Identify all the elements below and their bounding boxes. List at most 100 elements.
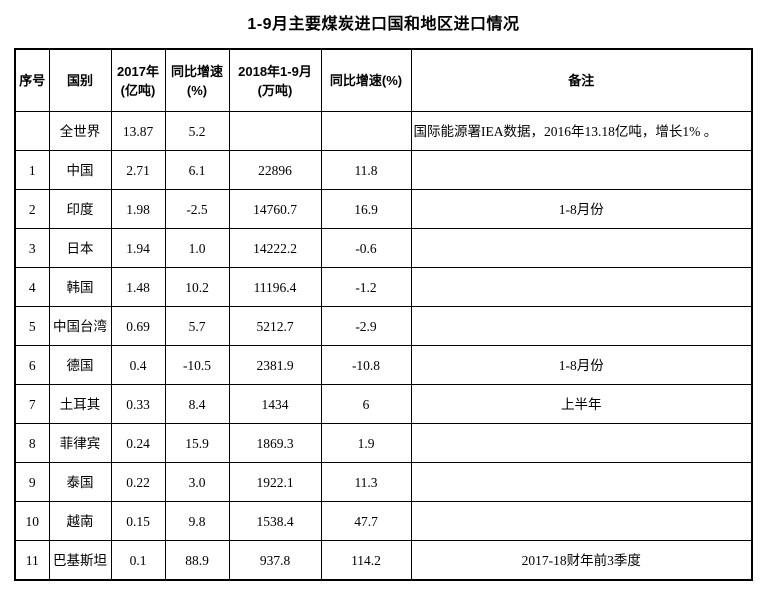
table-row-korea: 4 韩国 1.48 10.2 11196.4 -1.2	[14, 267, 753, 307]
table-row-turkey: 7 土耳其 0.33 8.4 1434 6 上半年	[14, 384, 753, 424]
cell-2017-volume: 0.24	[110, 423, 166, 463]
cell-2017-volume: 2.71	[110, 150, 166, 190]
cell-2017-volume: 0.1	[110, 540, 166, 581]
table-row-vietnam: 10 越南 0.15 9.8 1538.4 47.7	[14, 501, 753, 541]
cell-2018-volume	[228, 111, 322, 151]
cell-seq: 11	[14, 540, 50, 581]
cell-2017-volume: 0.15	[110, 501, 166, 541]
cell-2018-volume: 937.8	[228, 540, 322, 581]
cell-country: 德国	[48, 345, 112, 385]
column-header-2018-volume: 2018年1-9月 (万吨)	[228, 48, 322, 112]
cell-2018-growth	[320, 111, 412, 151]
cell-2017-growth: 88.9	[164, 540, 230, 581]
cell-2017-growth: 5.7	[164, 306, 230, 346]
cell-2017-growth: 6.1	[164, 150, 230, 190]
cell-2017-volume: 0.33	[110, 384, 166, 424]
table-row-japan: 3 日本 1.94 1.0 14222.2 -0.6	[14, 228, 753, 268]
table-row-thailand: 9 泰国 0.22 3.0 1922.1 11.3	[14, 462, 753, 502]
cell-2018-growth: 11.8	[320, 150, 412, 190]
cell-remark: 上半年	[410, 384, 753, 424]
cell-remark: 2017-18财年前3季度	[410, 540, 753, 581]
table-row-germany: 6 德国 0.4 -10.5 2381.9 -10.8 1-8月份	[14, 345, 753, 385]
cell-2017-growth: 1.0	[164, 228, 230, 268]
cell-remark: 1-8月份	[410, 189, 753, 229]
cell-2017-growth: 9.8	[164, 501, 230, 541]
cell-2017-growth: 15.9	[164, 423, 230, 463]
table-row-pakistan: 11 巴基斯坦 0.1 88.9 937.8 114.2 2017-18财年前3…	[14, 540, 753, 581]
cell-2017-volume: 0.4	[110, 345, 166, 385]
cell-country: 泰国	[48, 462, 112, 502]
cell-remark	[410, 306, 753, 346]
cell-seq: 3	[14, 228, 50, 268]
cell-2017-growth: 5.2	[164, 111, 230, 151]
cell-2017-volume: 0.69	[110, 306, 166, 346]
cell-2017-volume: 1.98	[110, 189, 166, 229]
header-row: 序号 国别 2017年 (亿吨) 同比增速 (%) 2018年1-9月 (万吨)…	[14, 48, 753, 112]
cell-2018-growth: 11.3	[320, 462, 412, 502]
cell-2017-growth: 3.0	[164, 462, 230, 502]
table-row-world: 全世界 13.87 5.2 国际能源署IEA数据，2016年13.18亿吨，增长…	[14, 111, 753, 151]
cell-2018-volume: 1434	[228, 384, 322, 424]
table-header: 序号 国别 2017年 (亿吨) 同比增速 (%) 2018年1-9月 (万吨)…	[14, 48, 753, 112]
cell-remark	[410, 423, 753, 463]
cell-seq: 4	[14, 267, 50, 307]
table-body: 全世界 13.87 5.2 国际能源署IEA数据，2016年13.18亿吨，增长…	[14, 111, 753, 581]
cell-2017-volume: 1.94	[110, 228, 166, 268]
cell-country: 越南	[48, 501, 112, 541]
table-row-china: 1 中国 2.71 6.1 22896 11.8	[14, 150, 753, 190]
cell-2017-volume: 13.87	[110, 111, 166, 151]
cell-2018-volume: 1869.3	[228, 423, 322, 463]
table-row-taiwan: 5 中国台湾 0.69 5.7 5212.7 -2.9	[14, 306, 753, 346]
cell-2017-growth: 8.4	[164, 384, 230, 424]
cell-remark	[410, 267, 753, 307]
cell-2017-growth: 10.2	[164, 267, 230, 307]
cell-2018-volume: 14760.7	[228, 189, 322, 229]
cell-remark: 1-8月份	[410, 345, 753, 385]
cell-seq: 8	[14, 423, 50, 463]
cell-remark	[410, 150, 753, 190]
cell-2017-volume: 1.48	[110, 267, 166, 307]
column-header-seq: 序号	[14, 48, 50, 112]
column-header-2017-volume: 2017年 (亿吨)	[110, 48, 166, 112]
cell-seq: 1	[14, 150, 50, 190]
cell-2018-growth: -0.6	[320, 228, 412, 268]
cell-2017-growth: -2.5	[164, 189, 230, 229]
cell-seq: 9	[14, 462, 50, 502]
cell-2018-growth: 1.9	[320, 423, 412, 463]
cell-2017-volume: 0.22	[110, 462, 166, 502]
cell-remark: 国际能源署IEA数据，2016年13.18亿吨，增长1% 。	[410, 111, 753, 151]
cell-2017-growth: -10.5	[164, 345, 230, 385]
column-header-2018-growth: 同比增速(%)	[320, 48, 412, 112]
cell-country: 韩国	[48, 267, 112, 307]
cell-2018-volume: 5212.7	[228, 306, 322, 346]
cell-2018-volume: 14222.2	[228, 228, 322, 268]
cell-2018-growth: 6	[320, 384, 412, 424]
cell-country: 菲律宾	[48, 423, 112, 463]
cell-seq: 6	[14, 345, 50, 385]
cell-remark	[410, 462, 753, 502]
cell-country: 巴基斯坦	[48, 540, 112, 581]
cell-country: 中国	[48, 150, 112, 190]
cell-2018-growth: -2.9	[320, 306, 412, 346]
cell-2018-growth: 114.2	[320, 540, 412, 581]
cell-remark	[410, 228, 753, 268]
cell-remark	[410, 501, 753, 541]
cell-2018-volume: 1922.1	[228, 462, 322, 502]
cell-2018-volume: 11196.4	[228, 267, 322, 307]
cell-seq: 2	[14, 189, 50, 229]
cell-2018-growth: 16.9	[320, 189, 412, 229]
cell-country: 印度	[48, 189, 112, 229]
cell-2018-growth: 47.7	[320, 501, 412, 541]
cell-country: 土耳其	[48, 384, 112, 424]
cell-country: 日本	[48, 228, 112, 268]
page-title: 1-9月主要煤炭进口国和地区进口情况	[247, 16, 520, 33]
cell-country: 全世界	[48, 111, 112, 151]
cell-country: 中国台湾	[48, 306, 112, 346]
cell-2018-volume: 1538.4	[228, 501, 322, 541]
cell-seq: 10	[14, 501, 50, 541]
column-header-2017-growth: 同比增速 (%)	[164, 48, 230, 112]
column-header-remark: 备注	[410, 48, 753, 112]
cell-2018-growth: -1.2	[320, 267, 412, 307]
cell-2018-volume: 22896	[228, 150, 322, 190]
coal-import-table: 序号 国别 2017年 (亿吨) 同比增速 (%) 2018年1-9月 (万吨)…	[14, 48, 753, 581]
